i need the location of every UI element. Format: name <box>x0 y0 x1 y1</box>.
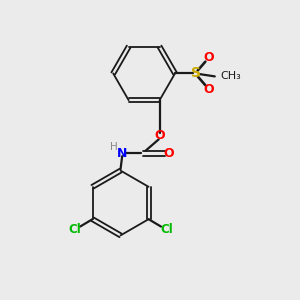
Text: H: H <box>110 142 118 152</box>
Text: O: O <box>154 129 165 142</box>
Text: O: O <box>164 147 174 160</box>
Text: O: O <box>203 83 214 96</box>
Text: Cl: Cl <box>68 223 81 236</box>
Text: Cl: Cl <box>160 223 172 236</box>
Text: N: N <box>117 147 128 160</box>
Text: CH₃: CH₃ <box>220 71 241 81</box>
Text: O: O <box>203 51 214 64</box>
Text: S: S <box>190 66 201 80</box>
